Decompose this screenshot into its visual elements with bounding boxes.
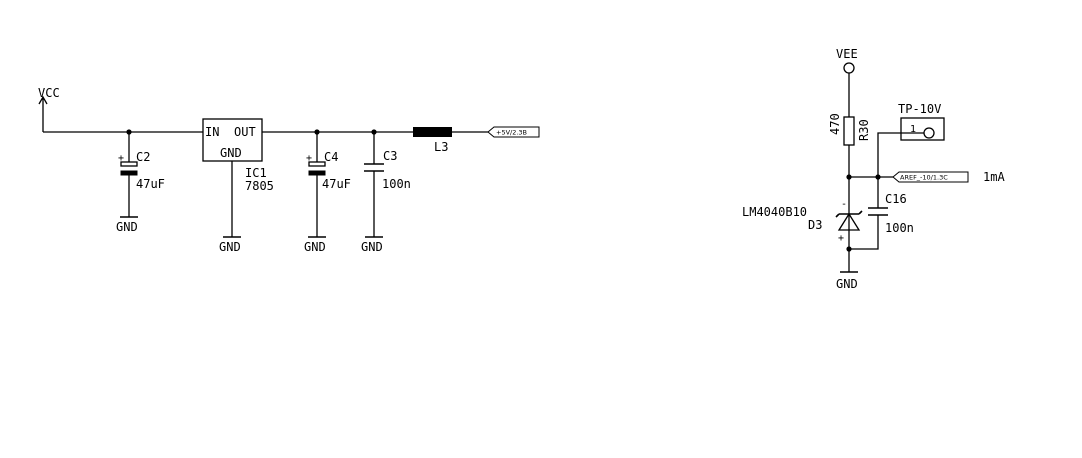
d3-part: LM4040B10 xyxy=(742,205,807,219)
capacitor-c3: C3 100n xyxy=(364,132,411,237)
svg-text:+: + xyxy=(306,153,312,164)
c2-ref: C2 xyxy=(136,150,150,164)
ic1-value: 7805 xyxy=(245,179,274,193)
c4-ref: C4 xyxy=(324,150,338,164)
svg-text:GND: GND xyxy=(116,220,138,234)
d3-minus: - xyxy=(841,199,847,210)
net-label-5v: +5V/2.3B xyxy=(487,126,540,138)
ic1-pin-out: OUT xyxy=(234,125,256,139)
r30-value: 470 xyxy=(828,113,842,135)
ground-symbol-d3: GND xyxy=(836,271,858,291)
svg-text:GND: GND xyxy=(836,277,858,291)
svg-text:GND: GND xyxy=(219,240,241,254)
l3-ref: L3 xyxy=(434,140,448,154)
tp-ref: TP-10V xyxy=(898,102,941,116)
c16-ref: C16 xyxy=(885,192,907,206)
inductor-l3: L3 xyxy=(413,127,452,154)
capacitor-c4: + C4 47uF xyxy=(306,132,351,237)
vee-label: VEE xyxy=(836,47,858,61)
ground-symbol-ic1: GND xyxy=(219,236,241,254)
net-aref-text: AREF_-10/1.3C xyxy=(900,174,948,182)
d3-plus: + xyxy=(838,233,844,244)
capacitor-c16: C16 100n xyxy=(849,177,914,250)
svg-text:GND: GND xyxy=(304,240,326,254)
ic1-pin-gnd: GND xyxy=(220,146,242,160)
svg-text:GND: GND xyxy=(361,240,383,254)
ic1-pin-in: IN xyxy=(205,125,219,139)
net-label-aref: AREF_-10/1.3C xyxy=(892,171,969,183)
resistor-r30: 470 R30 xyxy=(828,113,871,230)
capacitor-c2: + C2 47uF xyxy=(118,132,165,217)
zener-diode-d3: - + LM4040B10 D3 xyxy=(742,199,863,272)
c3-ref: C3 xyxy=(383,149,397,163)
svg-text:+: + xyxy=(118,153,124,164)
tp-pin: 1 xyxy=(910,124,916,135)
current-note: 1mA xyxy=(983,170,1005,184)
vcc-supply-symbol: VCC xyxy=(38,86,60,132)
d3-ref: D3 xyxy=(808,218,822,232)
ground-symbol-c4: GND xyxy=(304,236,326,254)
vee-supply-symbol: VEE xyxy=(836,47,858,117)
c4-value: 47uF xyxy=(322,177,351,191)
c2-value: 47uF xyxy=(136,177,165,191)
c16-value: 100n xyxy=(885,221,914,235)
test-point-tp10v: TP-10V 1 xyxy=(877,102,945,177)
c3-value: 100n xyxy=(382,177,411,191)
ground-symbol-c2: GND xyxy=(116,216,138,234)
net-5v-text: +5V/2.3B xyxy=(496,129,527,137)
regulator-ic1: IN OUT GND IC1 7805 xyxy=(202,118,274,237)
r30-ref: R30 xyxy=(857,119,871,141)
ground-symbol-c3: GND xyxy=(361,236,383,254)
ic1-ref: IC1 xyxy=(245,166,267,180)
vcc-label: VCC xyxy=(38,86,60,100)
